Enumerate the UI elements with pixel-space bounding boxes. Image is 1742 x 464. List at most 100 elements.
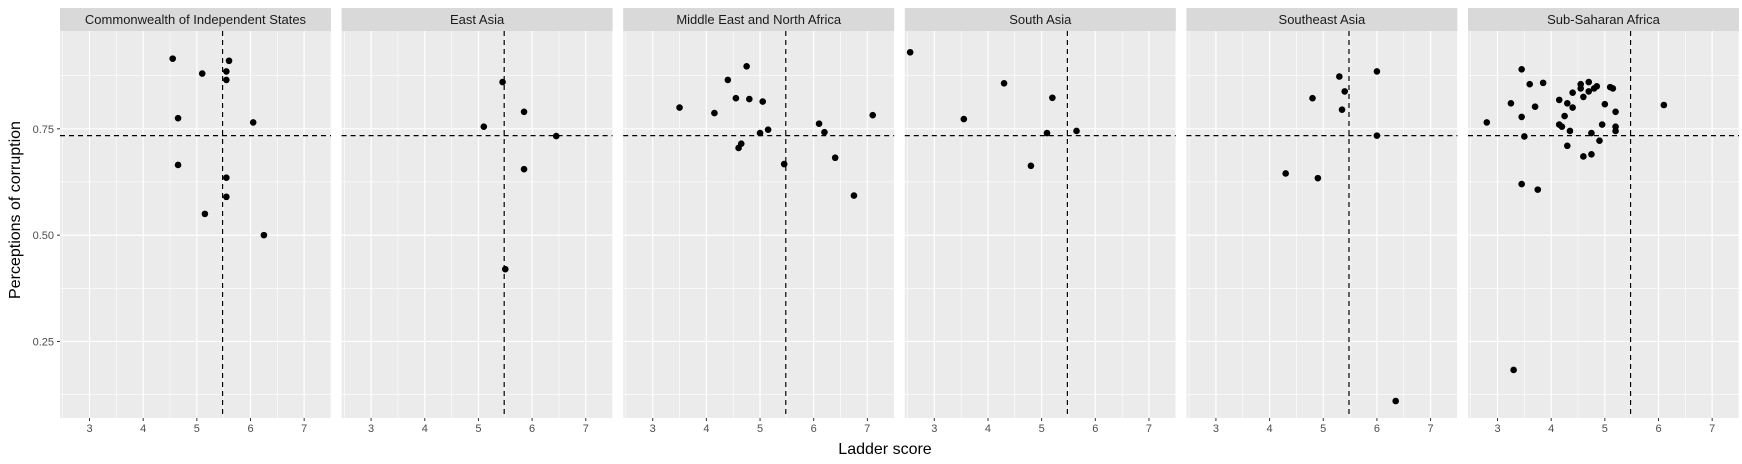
data-point (552, 132, 560, 140)
data-point (960, 115, 968, 123)
data-point (737, 140, 745, 147)
data-point (1373, 132, 1381, 139)
data-point (260, 231, 268, 239)
data-point (1609, 85, 1617, 92)
facet-strip (623, 8, 895, 31)
data-point (1601, 100, 1609, 108)
x-tick-label: 3 (1213, 423, 1219, 435)
data-point (906, 48, 914, 56)
data-point (1521, 133, 1528, 140)
x-tick-label: 7 (301, 423, 307, 435)
data-point (1049, 94, 1056, 102)
data-point (1569, 89, 1576, 96)
facet-title: Middle East and North Africa (676, 12, 842, 27)
data-point (499, 78, 506, 86)
data-point (869, 111, 877, 119)
x-tick-label: 7 (1146, 423, 1152, 435)
x-tick-label: 3 (1494, 423, 1500, 435)
data-point (1073, 127, 1080, 135)
data-point (1392, 397, 1399, 405)
data-point (223, 76, 230, 84)
data-point (711, 109, 718, 117)
data-point (1577, 85, 1584, 92)
data-point (1539, 79, 1547, 87)
facet-panel: East Asia 3 4 5 6 7 (341, 8, 613, 435)
data-point (1580, 93, 1587, 101)
data-point (201, 210, 209, 218)
data-point (1555, 96, 1563, 104)
panel-background (1468, 31, 1739, 418)
data-point (1373, 68, 1381, 75)
data-point (1483, 119, 1491, 126)
data-point (520, 108, 528, 116)
y-axis-title: Perceptions of corruption (7, 121, 24, 299)
panel-background (623, 31, 895, 418)
data-point (1563, 142, 1571, 150)
x-tick-label: 4 (985, 423, 991, 435)
data-point (198, 70, 206, 77)
data-point (225, 57, 233, 65)
facet-title: South Asia (1009, 12, 1072, 27)
data-point (1588, 151, 1595, 158)
data-point (1027, 162, 1035, 170)
data-point (1534, 186, 1542, 193)
facet-panel: Middle East and North Africa 3 4 5 6 7 (623, 8, 895, 435)
data-point (174, 114, 182, 122)
data-point (1566, 127, 1574, 135)
panel-background (904, 31, 1176, 418)
data-point (1563, 99, 1571, 107)
facet-panel: South Asia 3 4 5 6 7 (904, 8, 1177, 435)
y-tick-label: 0.50 (33, 230, 54, 242)
facet-strip (341, 8, 613, 31)
data-point (1585, 78, 1593, 86)
data-point (1561, 112, 1568, 120)
facet-title: Commonwealth of Independent States (85, 12, 307, 27)
data-point (223, 193, 230, 201)
data-point (1612, 123, 1619, 130)
facet-panel: Sub-Saharan Africa 3 4 5 6 7 (1468, 8, 1740, 435)
facet-panel: Commonwealth of Independent States 3 4 5 6 7 (60, 8, 332, 435)
data-point (1282, 170, 1289, 177)
data-point (223, 68, 230, 75)
data-point (480, 123, 488, 130)
data-point (1598, 121, 1606, 128)
x-tick-label: 6 (1374, 423, 1380, 435)
x-tick-label: 6 (811, 423, 817, 435)
x-tick-label: 4 (1267, 423, 1273, 435)
data-point (1531, 103, 1539, 110)
data-point (815, 120, 823, 128)
x-tick-label: 4 (1548, 423, 1554, 435)
x-tick-label: 4 (140, 423, 146, 435)
x-tick-label: 5 (1320, 423, 1326, 435)
panel-background (341, 31, 613, 418)
facet-panels: Commonwealth of Independent States 3 4 5 6 7 E… (60, 8, 1740, 435)
facet-strip (60, 8, 331, 31)
data-point (1593, 82, 1601, 90)
x-tick-label: 4 (703, 423, 709, 435)
data-point (780, 160, 788, 168)
data-point (1585, 88, 1593, 95)
x-tick-label: 5 (757, 423, 763, 435)
data-point (831, 154, 839, 162)
data-point (1526, 80, 1534, 88)
y-tick-label: 0.75 (33, 124, 54, 136)
facet-strip (904, 8, 1176, 31)
x-tick-label: 5 (1039, 423, 1045, 435)
data-point (732, 94, 740, 102)
data-point (520, 165, 528, 173)
data-point (759, 98, 767, 105)
x-tick-label: 3 (86, 423, 92, 435)
facet-strip (1186, 8, 1458, 31)
data-point (850, 192, 858, 199)
facet-title: Sub-Saharan Africa (1547, 12, 1661, 27)
data-point (1569, 104, 1576, 111)
data-point (724, 76, 732, 84)
facet-title: Southeast Asia (1279, 12, 1366, 27)
data-point (249, 119, 257, 126)
data-point (223, 174, 230, 182)
data-point (1314, 174, 1322, 182)
x-tick-label: 7 (1709, 423, 1715, 435)
data-point (1510, 366, 1517, 374)
data-point (1000, 80, 1008, 87)
